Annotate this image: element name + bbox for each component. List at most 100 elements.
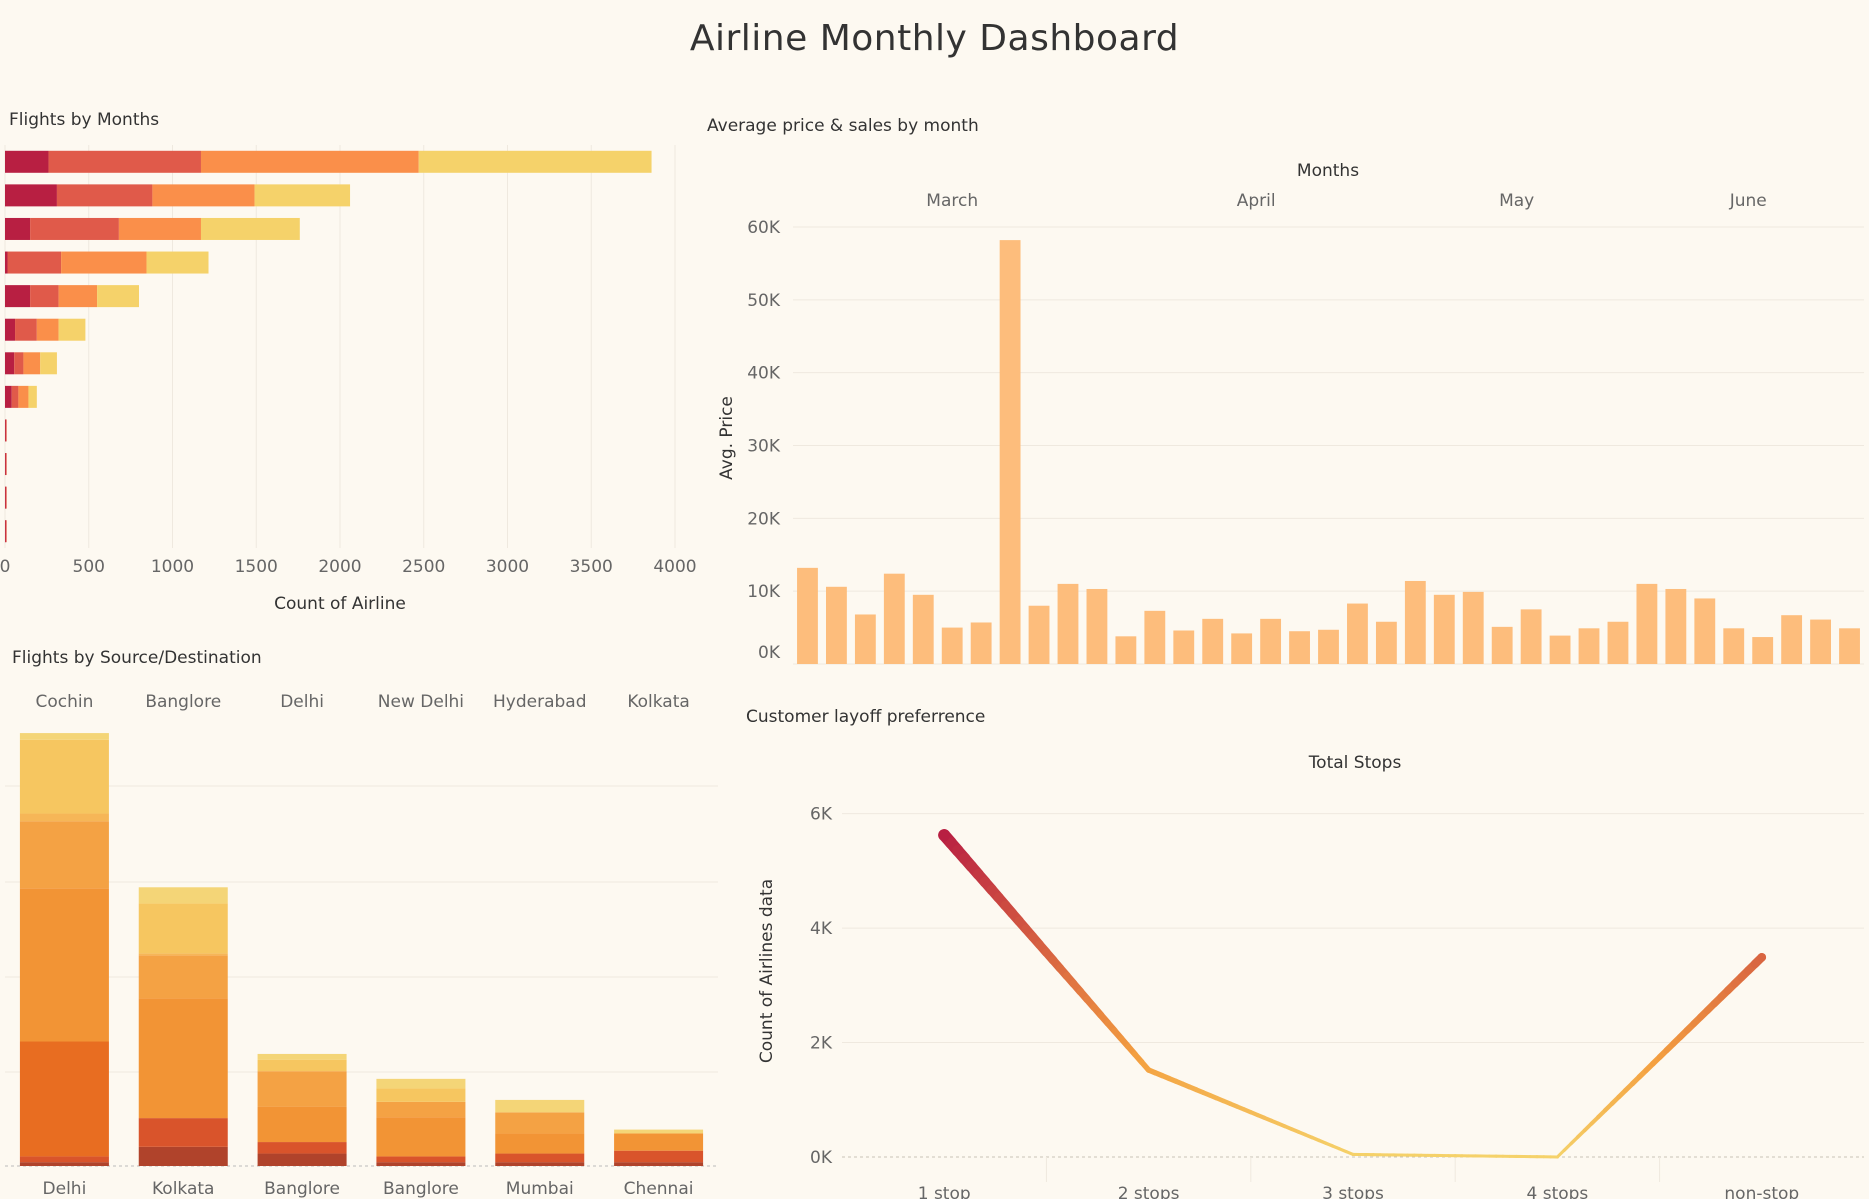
source-label: Delhi: [280, 692, 324, 712]
y-tick-label: 10K: [747, 582, 781, 602]
route-bar-segment: [19, 813, 109, 822]
route-bar-segment: [614, 1150, 704, 1163]
month-bar-segment: [7, 251, 62, 274]
price-bar: [1144, 610, 1166, 664]
route-bar-segment: [495, 1112, 585, 1134]
price-bar: [1665, 588, 1687, 664]
price-bar: [1375, 621, 1397, 664]
price-bar: [999, 240, 1021, 665]
price-bar: [1810, 619, 1832, 664]
route-bar-segment: [138, 998, 228, 1119]
route-bar-segment: [376, 1078, 466, 1089]
price-bar: [1433, 594, 1455, 664]
avg-price-title: Average price & sales by month: [707, 116, 979, 136]
month-bar-segment: [30, 285, 59, 308]
month-bar-segment: [5, 486, 6, 509]
price-bar: [1404, 580, 1426, 664]
price-bar: [1347, 603, 1368, 664]
stop-category-label: 4 stops: [1527, 1184, 1589, 1199]
route-bar-segment: [376, 1088, 466, 1102]
price-bar: [1781, 615, 1803, 664]
price-bar: [1520, 609, 1542, 664]
x-tick-label: 4000: [653, 557, 696, 577]
price-bar: [825, 586, 847, 664]
month-bar-segment: [152, 184, 255, 207]
stop-category-label: 1 stop: [918, 1184, 971, 1199]
layoff-preference-title: Customer layoff preferrence: [746, 707, 986, 727]
route-bar-segment: [19, 1041, 109, 1157]
price-bar: [1231, 633, 1253, 664]
price-bar: [883, 573, 905, 664]
flights-by-months-chart: 0 500 1000 1500 2000 2500 3000 3500 4000 Count of…: [0, 145, 697, 614]
month-bar-segment: [5, 217, 31, 240]
route-bar-segment: [614, 1129, 704, 1134]
y-tick-label: 0K: [758, 643, 781, 663]
route-bar-segment: [138, 1118, 228, 1147]
price-bar: [797, 567, 818, 664]
month-bar-segment: [5, 419, 6, 442]
y-axis-title: Avg. Price: [717, 396, 737, 480]
price-bar: [1636, 583, 1658, 664]
route-bar-segment: [138, 955, 228, 999]
y-tick-label: 40K: [747, 364, 781, 384]
month-bar-segment: [58, 285, 98, 308]
line-point: [1145, 1067, 1152, 1073]
line-point: [1757, 952, 1767, 962]
price-bar: [1260, 618, 1282, 664]
price-bar: [1578, 628, 1600, 664]
route-bar-segment: [495, 1133, 585, 1154]
month-bar-segment: [254, 184, 351, 207]
y-tick-label: 4K: [810, 919, 833, 939]
month-bar-segment: [40, 352, 57, 375]
months-header-label: Months: [1297, 161, 1359, 181]
route-bar-segment: [495, 1099, 585, 1113]
y-tick-label: 6K: [810, 805, 833, 825]
price-bar: [1318, 629, 1339, 664]
y-tick-label: 30K: [747, 437, 781, 457]
month-bar-segment: [5, 486, 7, 509]
source-label: New Delhi: [378, 692, 464, 712]
route-bar-segment: [138, 887, 228, 904]
price-bar: [1173, 630, 1195, 664]
flights-by-months-title: Flights by Months: [9, 110, 160, 130]
month-bar-segment: [5, 453, 6, 476]
route-bar-segment: [19, 733, 109, 740]
dashboard-title: Airline Monthly Dashboard: [689, 18, 1180, 59]
price-bar: [941, 627, 963, 664]
y-tick-label: 2K: [810, 1034, 833, 1054]
x-tick-label: 0: [0, 557, 10, 577]
price-bar: [1057, 583, 1079, 664]
stop-category-label: 2 stops: [1118, 1184, 1180, 1199]
source-label: Cochin: [35, 692, 93, 712]
route-bar-segment: [614, 1162, 704, 1166]
month-bar-segment: [36, 318, 59, 341]
x-tick-label: 500: [73, 557, 105, 577]
x-tick-label: 1500: [235, 557, 278, 577]
month-bar-segment: [15, 318, 37, 341]
price-bar: [1549, 635, 1571, 664]
destination-label: Banglore: [383, 1179, 459, 1199]
destination-label: Mumbai: [506, 1179, 574, 1199]
route-bar-segment: [376, 1101, 466, 1118]
month-bar-segment: [146, 251, 209, 274]
destination-label: Banglore: [264, 1179, 340, 1199]
source-label: Kolkata: [627, 692, 689, 712]
month-bar-segment: [28, 385, 37, 408]
price-bar: [1115, 636, 1137, 664]
month-bar-segment: [5, 520, 7, 543]
source-destination-title: Flights by Source/Destination: [12, 648, 262, 668]
route-bar-segment: [376, 1156, 466, 1163]
route-bar-segment: [376, 1117, 466, 1157]
price-bar: [1723, 628, 1745, 664]
route-bar-segment: [138, 1146, 228, 1166]
month-header: June: [1729, 191, 1767, 211]
stop-category-label: 3 stops: [1322, 1184, 1384, 1199]
month-bar-segment: [5, 184, 57, 207]
destination-label: Chennai: [624, 1179, 694, 1199]
price-bar: [1289, 631, 1310, 664]
destination-label: Delhi: [43, 1179, 87, 1199]
line-point: [1351, 1152, 1355, 1156]
price-bar: [970, 622, 992, 664]
month-bar-segment: [14, 352, 24, 375]
month-bar-segment: [56, 184, 153, 207]
